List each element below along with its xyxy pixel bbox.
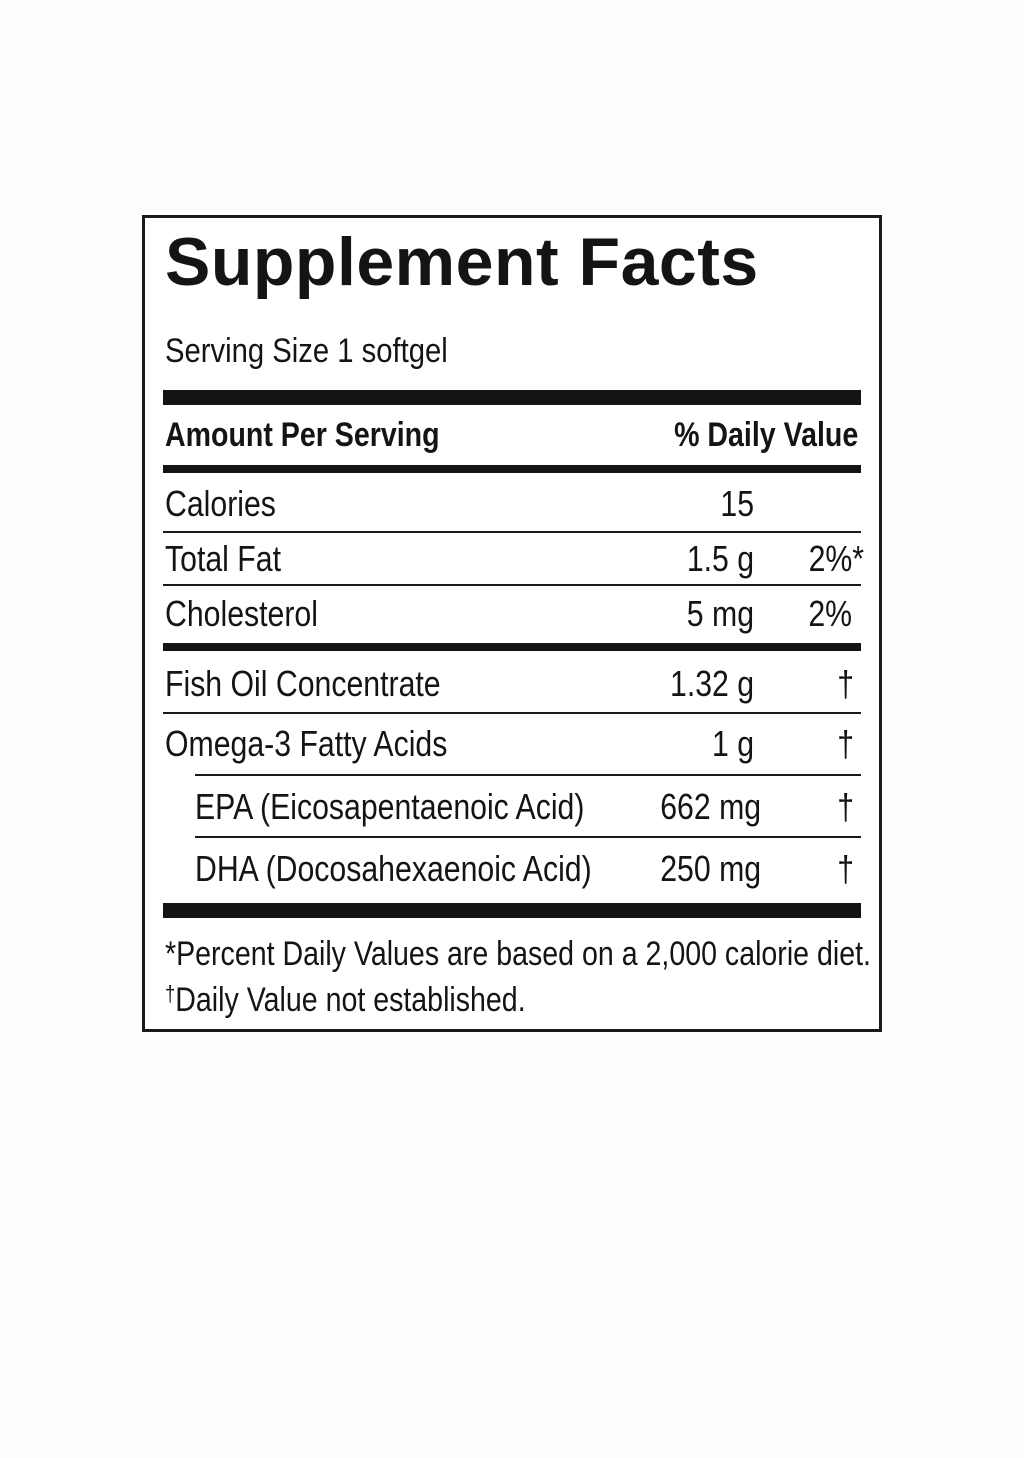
medium-divider-header	[163, 465, 861, 473]
row-divider	[163, 712, 861, 714]
nutrient-daily-value: †	[837, 723, 854, 764]
nutrient-daily-value: 2%*	[808, 538, 864, 579]
row-divider	[163, 531, 861, 533]
nutrient-daily-value: †	[837, 786, 854, 827]
nutrient-name: Total Fat	[165, 538, 281, 579]
amount-per-serving-header: Amount Per Serving	[165, 416, 440, 454]
thick-divider-bottom	[163, 903, 861, 918]
row-divider	[195, 774, 861, 776]
dagger-symbol: †	[165, 981, 176, 1006]
nutrient-daily-value: †	[837, 663, 854, 704]
panel-title: Supplement Facts	[165, 224, 759, 300]
nutrient-daily-value: 2%	[808, 593, 852, 634]
nutrient-name: EPA (Eicosapentaenoic Acid)	[195, 786, 585, 827]
nutrient-amount: 1.32 g	[669, 663, 754, 704]
nutrient-name: Fish Oil Concentrate	[165, 663, 441, 704]
nutrient-name: Cholesterol	[165, 593, 318, 634]
nutrient-amount: 5 mg	[686, 593, 754, 634]
daily-value-header: % Daily Value	[673, 416, 858, 454]
nutrient-amount: 662 mg	[660, 786, 761, 827]
nutrient-amount: 15	[720, 483, 754, 524]
nutrient-name: Calories	[165, 483, 276, 524]
nutrient-amount: 1.5 g	[686, 538, 754, 579]
nutrient-amount: 250 mg	[660, 848, 761, 889]
nutrient-name: DHA (Docosahexaenoic Acid)	[195, 848, 592, 889]
footnote-text: Daily Value not established.	[175, 981, 526, 1019]
row-divider	[163, 584, 861, 586]
medium-divider-mid	[163, 643, 861, 651]
nutrient-amount: 1 g	[711, 723, 754, 764]
footnote-not-established: †Daily Value not established.	[165, 981, 526, 1019]
serving-size: Serving Size 1 softgel	[165, 332, 448, 370]
nutrient-name: Omega-3 Fatty Acids	[165, 723, 448, 764]
supplement-facts-panel	[142, 215, 882, 1032]
footnote-daily-values: *Percent Daily Values are based on a 2,0…	[165, 935, 871, 973]
row-divider	[195, 836, 861, 838]
thick-divider-top	[163, 390, 861, 405]
nutrient-daily-value: †	[837, 848, 854, 889]
